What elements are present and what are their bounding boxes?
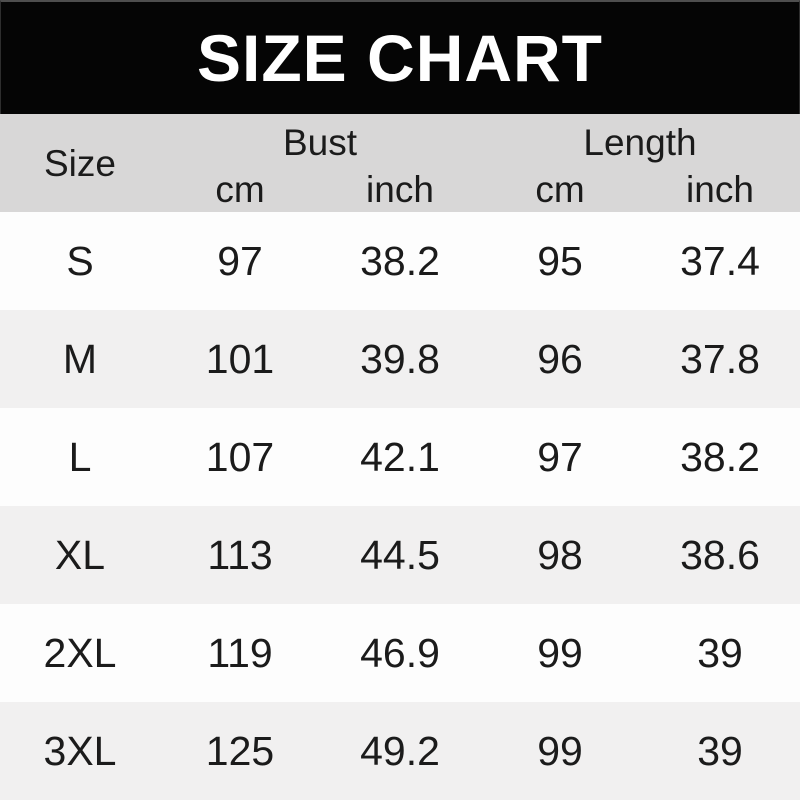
table-cell: 39.8	[360, 335, 440, 382]
table-row: M 101 39.8 96 37.8	[0, 310, 800, 408]
table-cell: 119	[207, 629, 273, 676]
column-header-length-cm: cm	[535, 169, 585, 210]
table-cell: 39	[697, 629, 743, 676]
column-header-length-inch: inch	[686, 169, 754, 210]
size-value: 3XL	[43, 727, 117, 774]
table-row: 3XL 125 49.2 99 39	[0, 702, 800, 800]
page-title: SIZE CHART	[197, 21, 603, 95]
size-chart-table: Size Bust Length cm inch cm inch S 97 38…	[0, 114, 800, 800]
table-cell: 99	[537, 629, 583, 676]
table-cell: 101	[205, 335, 275, 382]
column-header-bust-inch: inch	[366, 169, 434, 210]
table-cell: 38.2	[680, 433, 760, 480]
table-cell: 38.6	[680, 531, 760, 578]
size-value: S	[66, 237, 94, 284]
table-cell: 39	[697, 727, 743, 774]
table-cell: 49.2	[360, 727, 440, 774]
table-cell: 97	[537, 433, 583, 480]
table-cell: 98	[537, 531, 583, 578]
size-value: L	[68, 433, 92, 480]
table-cell: 37.8	[680, 335, 760, 382]
banner: SIZE CHART	[0, 0, 800, 114]
table-header: Size Bust Length cm inch cm inch	[0, 114, 800, 212]
table-cell: 42.1	[360, 433, 440, 480]
column-group-bust: Bust	[282, 122, 358, 163]
table-cell: 99	[537, 727, 583, 774]
table-row: XL 113 44.5 98 38.6	[0, 506, 800, 604]
table-cell: 95	[537, 237, 583, 284]
table-row: 2XL 119 46.9 99 39	[0, 604, 800, 702]
table-row: S 97 38.2 95 37.4	[0, 212, 800, 310]
column-group-length: Length	[583, 122, 697, 163]
size-value: M	[62, 335, 98, 382]
table-cell: 37.4	[680, 237, 760, 284]
table-cell: 113	[207, 531, 273, 578]
column-header-size: Size	[44, 142, 116, 184]
table-cell: 38.2	[360, 237, 440, 284]
table-cell: 44.5	[360, 531, 440, 578]
column-header-bust-cm: cm	[215, 169, 265, 210]
size-value: 2XL	[43, 629, 117, 676]
table-row: L 107 42.1 97 38.2	[0, 408, 800, 506]
table-cell: 96	[537, 335, 583, 382]
table-cell: 46.9	[360, 629, 440, 676]
table-cell: 107	[205, 433, 275, 480]
table-cell: 97	[217, 237, 263, 284]
table-cell: 125	[205, 727, 275, 774]
size-value: XL	[54, 531, 106, 578]
